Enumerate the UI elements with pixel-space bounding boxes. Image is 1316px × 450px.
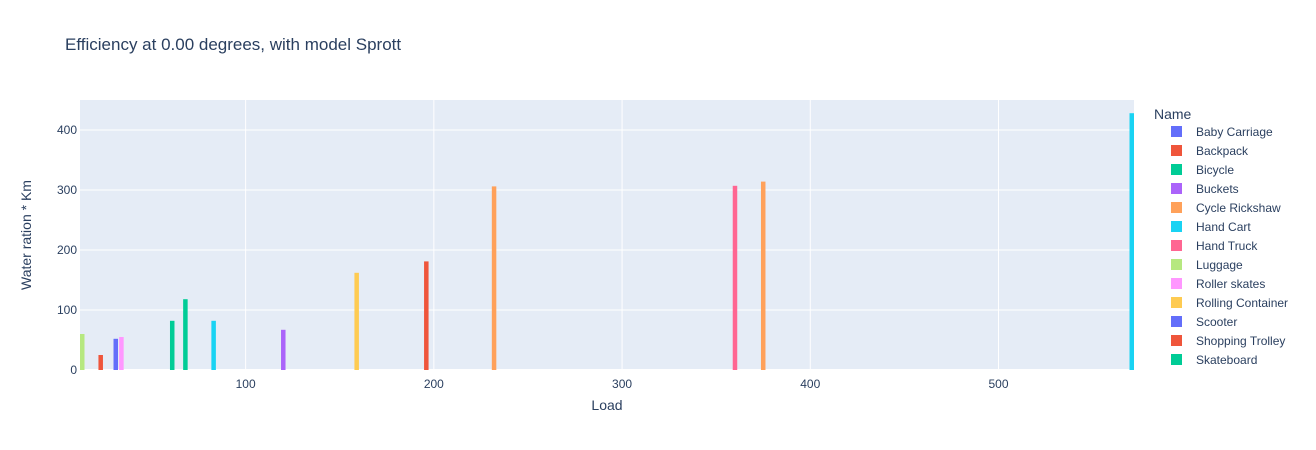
legend-item[interactable]: Roller skates bbox=[1171, 277, 1265, 291]
legend-label: Cycle Rickshaw bbox=[1196, 201, 1281, 215]
bar-buckets[interactable] bbox=[281, 329, 286, 370]
legend-swatch bbox=[1171, 221, 1182, 232]
legend-swatch bbox=[1171, 240, 1182, 251]
bar-bicycle[interactable] bbox=[169, 320, 175, 370]
y-tick-label: 400 bbox=[57, 123, 77, 137]
x-axis-ticks: 100 200 300 400 500 bbox=[236, 377, 1009, 391]
legend-item[interactable]: Buckets bbox=[1171, 182, 1239, 196]
bar-hand-truck[interactable] bbox=[732, 185, 738, 370]
legend-label: Skateboard bbox=[1196, 353, 1257, 367]
chart-title: Efficiency at 0.00 degrees, with model S… bbox=[65, 35, 401, 54]
legend-label: Scooter bbox=[1196, 315, 1237, 329]
y-tick-label: 0 bbox=[70, 363, 77, 377]
legend-swatch bbox=[1171, 183, 1182, 194]
x-tick-label: 400 bbox=[800, 377, 820, 391]
y-axis-ticks: 0 100 200 300 400 bbox=[57, 123, 77, 377]
bar-scooter[interactable] bbox=[113, 338, 119, 370]
bar-hand-cart[interactable] bbox=[211, 320, 216, 370]
legend-swatch bbox=[1171, 278, 1182, 289]
bar-hand-cart[interactable] bbox=[1129, 113, 1135, 370]
legend-item[interactable]: Skateboard bbox=[1171, 353, 1257, 367]
legend-item[interactable]: Shopping Trolley bbox=[1171, 334, 1285, 348]
y-tick-label: 100 bbox=[57, 303, 77, 317]
legend-title: Name bbox=[1154, 106, 1192, 122]
legend-label: Shopping Trolley bbox=[1196, 334, 1285, 348]
x-tick-label: 500 bbox=[988, 377, 1008, 391]
bars bbox=[80, 113, 1134, 370]
bar-bicycle[interactable] bbox=[183, 299, 188, 370]
legend-swatch bbox=[1171, 335, 1182, 346]
x-tick-label: 200 bbox=[424, 377, 444, 391]
x-tick-label: 100 bbox=[236, 377, 256, 391]
legend[interactable]: Baby Carriage Backpack Bicycle Buckets Cycle… bbox=[1171, 125, 1288, 367]
legend-item[interactable]: Baby Carriage bbox=[1171, 125, 1273, 139]
legend-label: Buckets bbox=[1196, 182, 1239, 196]
legend-swatch bbox=[1171, 202, 1182, 213]
legend-swatch bbox=[1171, 354, 1182, 365]
legend-label: Rolling Container bbox=[1196, 296, 1288, 310]
legend-swatch bbox=[1171, 297, 1182, 308]
bar-backpack[interactable] bbox=[98, 355, 103, 370]
bar-rolling-container[interactable] bbox=[354, 272, 359, 370]
legend-swatch bbox=[1171, 164, 1182, 175]
legend-swatch bbox=[1171, 316, 1182, 327]
y-axis-title: Water ration * Km bbox=[18, 180, 34, 290]
legend-swatch bbox=[1171, 145, 1182, 156]
legend-item[interactable]: Backpack bbox=[1171, 144, 1249, 158]
plot-background[interactable] bbox=[80, 100, 1134, 370]
bar-cycle-rickshaw[interactable] bbox=[491, 186, 497, 370]
legend-label: Bicycle bbox=[1196, 163, 1234, 177]
bar-roller-skates[interactable] bbox=[119, 337, 124, 370]
x-tick-label: 300 bbox=[612, 377, 632, 391]
legend-item[interactable]: Rolling Container bbox=[1171, 296, 1288, 310]
legend-item[interactable]: Hand Truck bbox=[1171, 239, 1258, 253]
legend-label: Hand Truck bbox=[1196, 239, 1258, 253]
legend-item[interactable]: Hand Cart bbox=[1171, 220, 1251, 234]
legend-item[interactable]: Cycle Rickshaw bbox=[1171, 201, 1281, 215]
x-axis-title: Load bbox=[591, 397, 622, 413]
y-tick-label: 200 bbox=[57, 243, 77, 257]
bar-luggage[interactable] bbox=[80, 334, 85, 370]
bar-cycle-rickshaw[interactable] bbox=[760, 181, 766, 370]
legend-item[interactable]: Luggage bbox=[1171, 258, 1243, 272]
legend-item[interactable]: Bicycle bbox=[1171, 163, 1234, 177]
legend-label: Luggage bbox=[1196, 258, 1243, 272]
grid-lines bbox=[80, 100, 1134, 371]
legend-swatch bbox=[1171, 126, 1182, 137]
legend-label: Baby Carriage bbox=[1196, 125, 1273, 139]
legend-swatch bbox=[1171, 259, 1182, 270]
legend-label: Hand Cart bbox=[1196, 220, 1251, 234]
y-tick-label: 300 bbox=[57, 183, 77, 197]
legend-label: Backpack bbox=[1196, 144, 1249, 158]
legend-label: Roller skates bbox=[1196, 277, 1265, 291]
bar-shopping-trolley[interactable] bbox=[424, 261, 429, 370]
legend-item[interactable]: Scooter bbox=[1171, 315, 1237, 329]
